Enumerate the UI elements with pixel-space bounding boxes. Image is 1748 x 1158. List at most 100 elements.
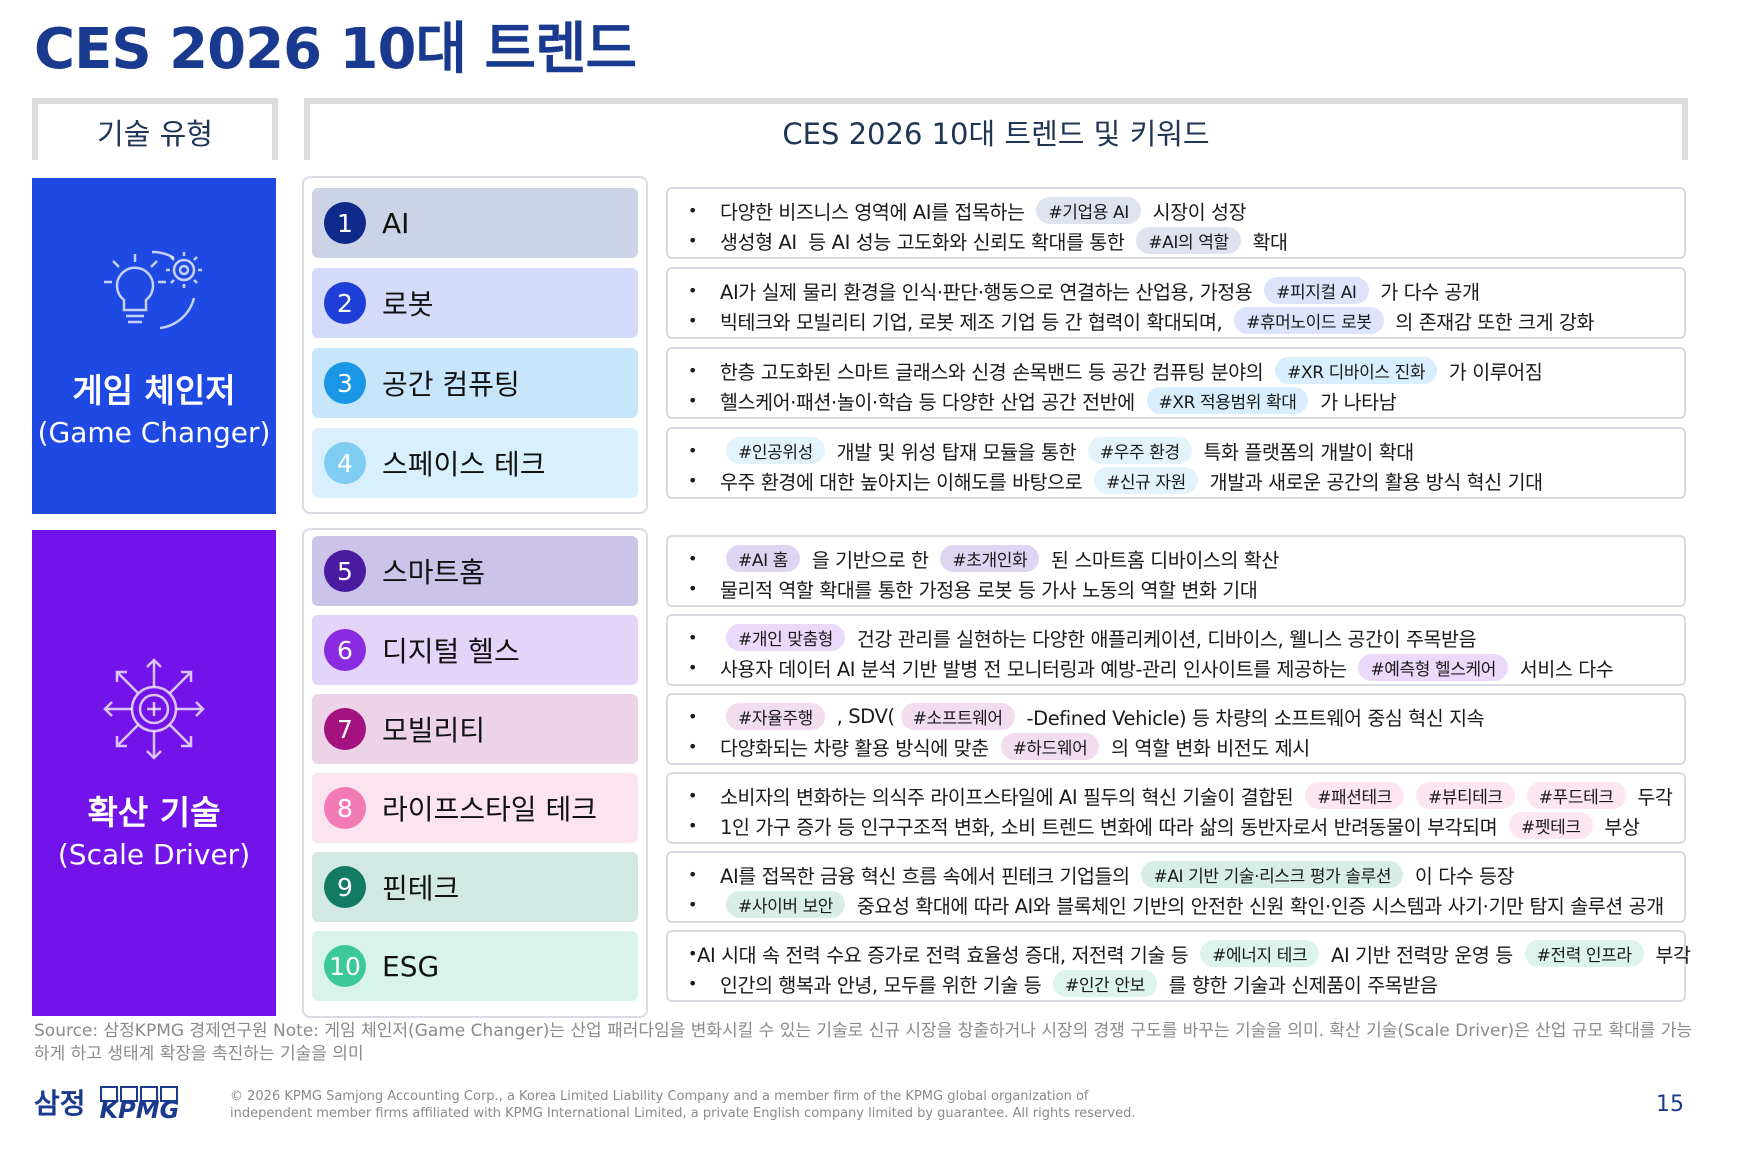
trend-item: 6 디지털 헬스 xyxy=(312,615,638,685)
keyword-tag: #사이버 보안 xyxy=(726,890,846,918)
trend-number-badge: 8 xyxy=(324,787,366,829)
group-subname: (Game Changer) xyxy=(37,416,271,449)
description-line: • 다양화되는 차량 활용 방식에 맞춘 #하드웨어 의 역할 변화 비전도 제시 xyxy=(688,731,1684,761)
keyword-tag: #인간 안보 xyxy=(1053,969,1157,997)
trend-description: • 한층 고도화된 스마트 글래스와 신경 손목밴드 등 공간 컴퓨팅 분야의 #… xyxy=(666,347,1686,419)
trend-number-badge: 10 xyxy=(324,945,366,987)
keyword-tag: #펫테크 xyxy=(1509,811,1593,839)
page-title: CES 2026 10대 트렌드 xyxy=(34,17,637,82)
trend-description: • AI 시대 속 전력 수요 증가로 전력 효율성 증대, 저전력 기술 등 #… xyxy=(666,930,1691,1002)
description-line: • #자율주행 , SDV(#소프트웨어 -Defined Vehicle) 등 … xyxy=(688,701,1684,731)
keyword-tag: #뷰티테크 xyxy=(1415,781,1515,809)
trend-name: 로봇 xyxy=(382,288,434,321)
keyword-tag: #신규 자원 xyxy=(1094,466,1198,494)
description-line: • 다양한 비즈니스 영역에 AI를 접목하는 #기업용 AI 시장이 성장 xyxy=(688,195,1684,225)
description-text: 의 존재감 또한 크게 강화 xyxy=(1389,310,1595,334)
description-text: 우주 환경에 대한 높아지는 이해도를 바탕으로 xyxy=(720,470,1089,494)
trend-number-badge: 1 xyxy=(324,202,366,244)
description-text: 다양화되는 차량 활용 방식에 맞춘 xyxy=(720,736,995,760)
trend-item: 4 스페이스 테크 xyxy=(312,428,638,498)
description-text: 의 역할 변화 비전도 제시 xyxy=(1105,736,1310,760)
description-text: 개발 및 위성 탑재 모듈을 통한 xyxy=(830,440,1082,464)
description-line: • #사이버 보안 중요성 확대에 따라 AI와 블록체인 기반의 안전한 신원 … xyxy=(688,889,1684,919)
description-text: 물리적 역할 확대를 통한 가정용 로봇 등 가사 노동의 역할 변화 기대 xyxy=(720,578,1258,602)
keyword-tag: #에너지 테크 xyxy=(1200,939,1320,967)
description-text: , SDV( xyxy=(830,704,895,728)
description-text: 부상 xyxy=(1598,815,1640,839)
trend-number-badge: 7 xyxy=(324,708,366,750)
trend-name: AI xyxy=(382,206,410,240)
description-line: • 생성형 AI 등 AI 성능 고도화와 신뢰도 확대를 통한 #AI의 역할 … xyxy=(688,225,1684,255)
bullet-icon: • xyxy=(688,360,698,380)
samjong-kpmg-logo: 삼정 KPMG xyxy=(34,1082,179,1124)
bullet-icon: • xyxy=(688,548,698,568)
description-line: • AI가 실제 물리 환경을 인식·판단·행동으로 연결하는 산업용, 가정용 … xyxy=(688,275,1684,305)
trend-name: 모빌리티 xyxy=(382,714,486,747)
trend-number-badge: 2 xyxy=(324,282,366,324)
description-line: • 인간의 행복과 안녕, 모두를 위한 기술 등 #인간 안보 를 향한 기술과… xyxy=(688,968,1684,998)
description-text: 시장이 성장 xyxy=(1146,200,1247,224)
bullet-icon: • xyxy=(688,200,698,220)
trend-item: 7 모빌리티 xyxy=(312,694,638,764)
keyword-tag: #AI의 역할 xyxy=(1136,226,1241,254)
description-text: 부각 xyxy=(1649,943,1691,967)
trend-name: 디지털 헬스 xyxy=(382,635,520,668)
keyword-tag: #예측형 헬스케어 xyxy=(1358,653,1508,681)
trend-name: ESG xyxy=(382,949,440,983)
keyword-tag: #소프트웨어 xyxy=(900,702,1015,730)
description-line: • AI를 접목한 금융 혁신 흐름 속에서 핀테크 기업들의 #AI 기반 기술… xyxy=(688,859,1684,889)
trend-item: 8 라이프스타일 테크 xyxy=(312,773,638,843)
trend-name: 라이프스타일 테크 xyxy=(382,793,597,826)
description-text: 서비스 다수 xyxy=(1513,657,1614,681)
trend-description: • #개인 맞춤형 건강 관리를 실현하는 다양한 애플리케이션, 디바이스, 웰… xyxy=(666,614,1686,686)
bullet-icon: • xyxy=(688,230,698,250)
description-line: • AI 시대 속 전력 수요 증가로 전력 효율성 증대, 저전력 기술 등 #… xyxy=(688,938,1691,968)
trend-item: 10 ESG xyxy=(312,931,638,1001)
trend-item: 2 로봇 xyxy=(312,268,638,338)
trend-description: • #인공위성 개발 및 위성 탑재 모듈을 통한 #우주 환경 특화 플랫폼의 … xyxy=(666,427,1686,499)
group-subname: (Scale Driver) xyxy=(57,838,251,871)
description-line: • #개인 맞춤형 건강 관리를 실현하는 다양한 애플리케이션, 디바이스, 웰… xyxy=(688,622,1684,652)
kpmg-logo: KPMG xyxy=(99,1086,179,1124)
page-number: 15 xyxy=(1656,1092,1684,1117)
bullet-icon: • xyxy=(688,578,698,598)
trend-description: • #AI 홈 을 기반으로 한 #초개인화 된 스마트홈 디바이스의 확산 • 물리… xyxy=(666,535,1686,607)
description-text: 특화 플랫폼의 개발이 확대 xyxy=(1197,440,1415,464)
description-text: -Defined Vehicle) 등 차량의 소프트웨어 중심 혁신 지속 xyxy=(1020,706,1485,730)
trend-description: • AI를 접목한 금융 혁신 흐름 속에서 핀테크 기업들의 #AI 기반 기술… xyxy=(666,851,1686,923)
description-text: 가 다수 공개 xyxy=(1374,280,1480,304)
trend-item: 9 핀테크 xyxy=(312,852,638,922)
description-text: 한층 고도화된 스마트 글래스와 신경 손목밴드 등 공간 컴퓨팅 분야의 xyxy=(720,360,1270,384)
bullet-icon: • xyxy=(688,310,698,330)
trend-item: 1 AI xyxy=(312,188,638,258)
description-line: • #인공위성 개발 및 위성 탑재 모듈을 통한 #우주 환경 특화 플랫폼의 … xyxy=(688,435,1684,465)
trend-number-badge: 6 xyxy=(324,629,366,671)
keyword-tag: #XR 디바이스 진화 xyxy=(1275,356,1438,384)
bullet-icon: • xyxy=(688,706,698,726)
keyword-tag: #인공위성 xyxy=(726,436,825,464)
description-line: • 우주 환경에 대한 높아지는 이해도를 바탕으로 #신규 자원 개발과 새로운… xyxy=(688,465,1684,495)
keyword-tag: #개인 맞춤형 xyxy=(726,623,846,651)
description-line: • 한층 고도화된 스마트 글래스와 신경 손목밴드 등 공간 컴퓨팅 분야의 #… xyxy=(688,355,1684,385)
keyword-tag: #AI 기반 기술·리스크 평가 솔루션 xyxy=(1141,860,1404,888)
bullet-icon: • xyxy=(688,894,698,914)
lightbulb-gear-icon xyxy=(94,242,214,346)
keyword-tag: #기업용 AI xyxy=(1036,196,1141,224)
description-text: AI 기반 전력망 운영 등 xyxy=(1325,943,1519,967)
trend-name: 공간 컴퓨팅 xyxy=(382,368,520,401)
keyword-tag: #XR 적용범위 확대 xyxy=(1146,386,1309,414)
description-line: • #AI 홈 을 기반으로 한 #초개인화 된 스마트홈 디바이스의 확산 xyxy=(688,543,1684,573)
bullet-icon: • xyxy=(688,280,698,300)
bullet-icon: • xyxy=(688,470,698,490)
trend-name: 스페이스 테크 xyxy=(382,448,546,481)
keyword-tag: #자율주행 xyxy=(726,702,825,730)
group-name: 확산 기술 xyxy=(87,793,221,832)
description-text: 개발과 새로운 공간의 활용 방식 혁신 기대 xyxy=(1203,470,1543,494)
bullet-icon: • xyxy=(688,440,698,460)
description-text: 빅테크와 모빌리티 기업, 로봇 제조 기업 등 간 협력이 확대되며, xyxy=(720,310,1229,334)
trend-item: 5 스마트홈 xyxy=(312,536,638,606)
trend-description: • #자율주행 , SDV(#소프트웨어 -Defined Vehicle) 등 … xyxy=(666,693,1686,765)
description-text: 다양한 비즈니스 영역에 AI를 접목하는 xyxy=(720,200,1031,224)
bullet-icon: • xyxy=(688,736,698,756)
logo-text: 삼정 xyxy=(34,1087,86,1120)
